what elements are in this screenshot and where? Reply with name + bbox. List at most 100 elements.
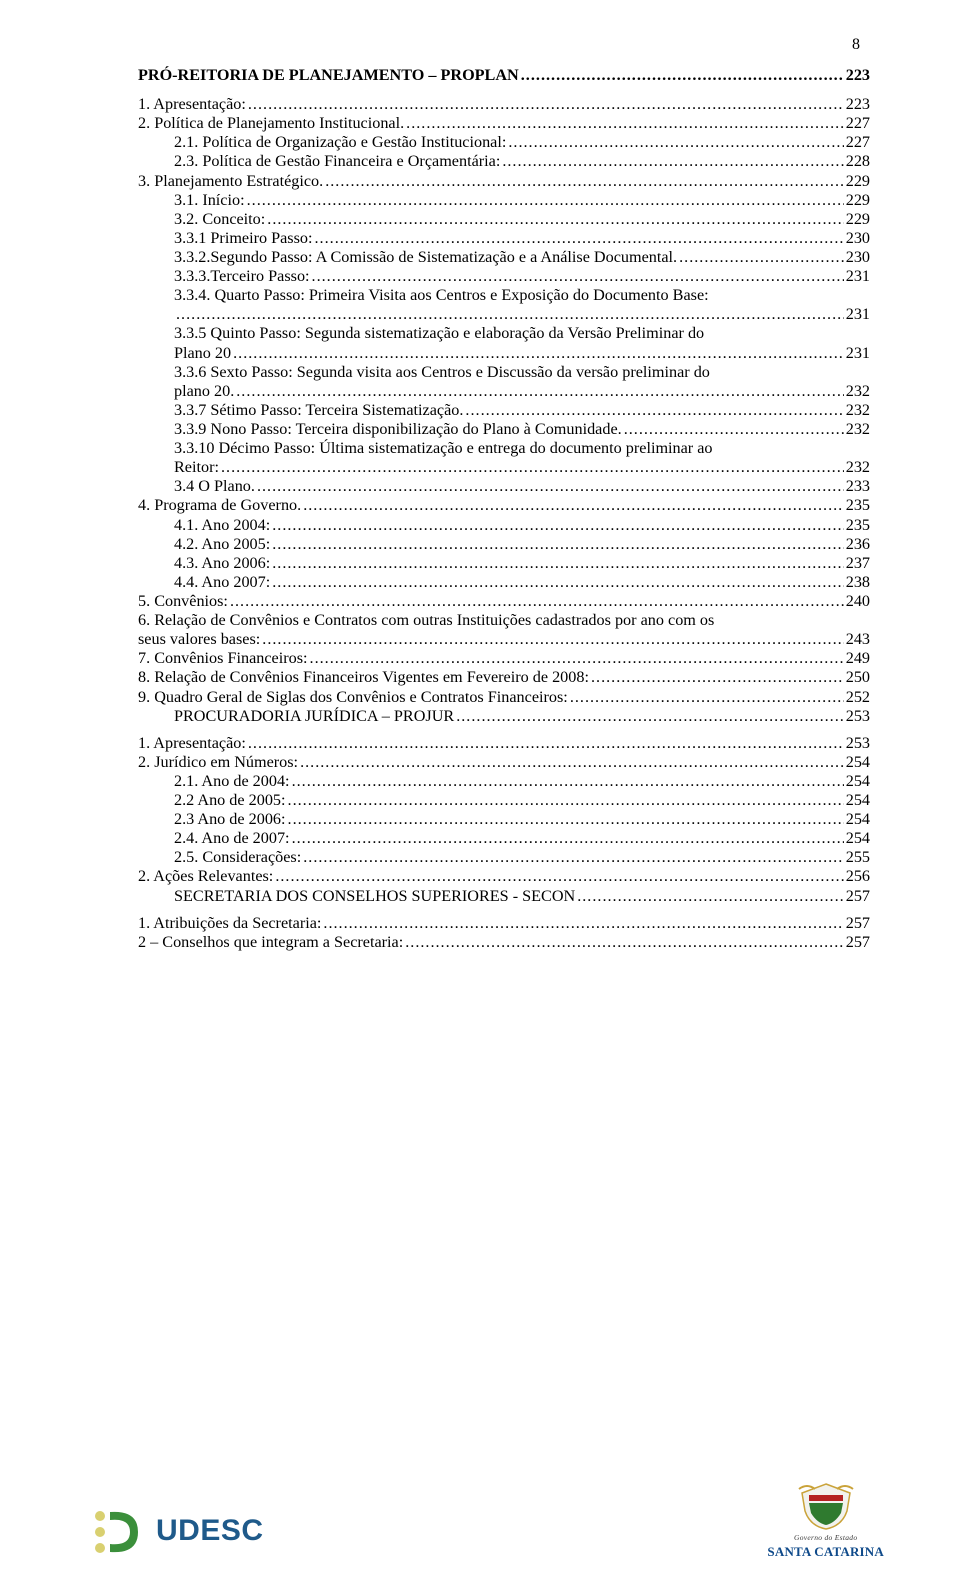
- toc-page: 253: [846, 707, 870, 726]
- toc-line: 3.3.2.Segundo Passo: A Comissão de Siste…: [112, 248, 870, 267]
- toc-page: 227: [846, 133, 870, 152]
- toc-leader: [272, 573, 843, 592]
- toc-label: 6. Relação de Convênios e Contratos com …: [138, 611, 714, 629]
- toc-line: 3.3.5 Quinto Passo: Segunda sistematizaç…: [112, 324, 870, 343]
- toc-leader: [288, 791, 844, 810]
- toc-page: 232: [846, 420, 870, 439]
- toc-page: 231: [846, 267, 870, 286]
- toc-leader: [303, 848, 843, 867]
- toc-leader: [315, 229, 844, 248]
- toc-label: seus valores bases:: [138, 630, 260, 649]
- toc-line: 3.3.6 Sexto Passo: Segunda visita aos Ce…: [112, 363, 870, 382]
- toc-label: 3.3.3.Terceiro Passo:: [174, 267, 310, 286]
- toc-line: 3.3.4. Quarto Passo: Primeira Visita aos…: [112, 286, 870, 305]
- toc-label: 4.1. Ano 2004:: [174, 516, 270, 535]
- toc-line: seus valores bases:243: [112, 630, 870, 649]
- toc-line: 7. Convênios Financeiros:249: [112, 649, 870, 668]
- toc-label: 3.3.6 Sexto Passo: Segunda visita aos Ce…: [174, 363, 710, 381]
- toc-line: Plano 20231: [112, 344, 870, 363]
- toc-line: 3.3.1 Primeiro Passo:230: [112, 229, 870, 248]
- toc-line: 2.3. Política de Gestão Financeira e Orç…: [112, 152, 870, 171]
- toc-leader: [292, 772, 844, 791]
- toc-leader: [508, 133, 843, 152]
- toc-label: SECRETARIA DOS CONSELHOS SUPERIORES - SE…: [174, 887, 575, 906]
- toc-label: 4.4. Ano 2007:: [174, 573, 270, 592]
- toc-label: 4.2. Ano 2005:: [174, 535, 270, 554]
- santa-catarina-logo: Governo do Estado SANTA CATARINA: [767, 1481, 884, 1560]
- toc-leader: [233, 344, 844, 363]
- toc-line: 2.1. Política de Organização e Gestão In…: [112, 133, 870, 152]
- toc-leader: [325, 172, 844, 191]
- toc-label: 2.3 Ano de 2006:: [174, 810, 286, 829]
- toc-line: 4.4. Ano 2007:238: [112, 573, 870, 592]
- toc-label: 9. Quadro Geral de Siglas dos Convênios …: [138, 688, 568, 707]
- toc-content: PRÓ-REITORIA DE PLANEJAMENTO – PROPLAN 2…: [112, 66, 870, 952]
- page-number: 8: [852, 36, 860, 54]
- toc-line: 3. Planejamento Estratégico. 229: [112, 172, 870, 191]
- toc-leader: [679, 248, 844, 267]
- toc-label: PROCURADORIA JURÍDICA – PROJUR: [174, 707, 454, 726]
- toc-label: PRÓ-REITORIA DE PLANEJAMENTO – PROPLAN: [138, 66, 519, 85]
- toc-page: 257: [846, 933, 870, 952]
- toc-leader: [624, 420, 844, 439]
- toc-line: 2. Ações Relevantes:256: [112, 867, 870, 886]
- toc-line: 6. Relação de Convênios e Contratos com …: [112, 611, 870, 630]
- toc-leader: [221, 458, 844, 477]
- toc-leader: [257, 477, 844, 496]
- toc-page: 229: [846, 191, 870, 210]
- toc-line: 3.3.10 Décimo Passo: Última sistematizaç…: [112, 439, 870, 458]
- toc-leader: [272, 516, 843, 535]
- toc-line: 1. Apresentação:223: [112, 95, 870, 114]
- toc-leader: [310, 649, 844, 668]
- toc-line: 1. Atribuições da Secretaria:257: [112, 914, 870, 933]
- toc-label: 8. Relação de Convênios Financeiros Vige…: [138, 668, 589, 687]
- toc-line: 3.4 O Plano.233: [112, 477, 870, 496]
- udesc-logo: UDESC: [88, 1502, 264, 1560]
- sc-tagline: Governo do Estado: [794, 1533, 857, 1542]
- toc-label: 3.3.2.Segundo Passo: A Comissão de Siste…: [174, 248, 677, 267]
- toc-leader: [272, 554, 843, 573]
- toc-page: 232: [846, 382, 870, 401]
- toc-label: 7. Convênios Financeiros:: [138, 649, 308, 668]
- toc-line: 2. Política de Planejamento Instituciona…: [112, 114, 870, 133]
- toc-label: 3.3.4. Quarto Passo: Primeira Visita aos…: [174, 286, 709, 304]
- toc-label: 3.3.5 Quinto Passo: Segunda sistematizaç…: [174, 324, 704, 342]
- toc-label: 3.3.10 Décimo Passo: Última sistematizaç…: [174, 439, 713, 457]
- toc-leader: [502, 152, 843, 171]
- toc-label: Reitor:: [174, 458, 219, 477]
- toc-page: 255: [846, 848, 870, 867]
- toc-line: 8. Relação de Convênios Financeiros Vige…: [112, 668, 870, 687]
- toc-label: 3. Planejamento Estratégico.: [138, 172, 323, 191]
- toc-page: 229: [846, 172, 870, 191]
- toc-page: 235: [846, 516, 870, 535]
- toc-leader: [312, 267, 844, 286]
- toc-page: 254: [846, 791, 870, 810]
- toc-line: 2.4. Ano de 2007:254: [112, 829, 870, 848]
- toc-page: 237: [846, 554, 870, 573]
- toc-label: 3.2. Conceito:: [174, 210, 265, 229]
- toc-page: 254: [846, 772, 870, 791]
- toc-page: 256: [846, 867, 870, 886]
- toc-label: 2.3. Política de Gestão Financeira e Orç…: [174, 152, 500, 171]
- toc-page: 254: [846, 829, 870, 848]
- toc-label: 3.1. Início:: [174, 191, 245, 210]
- toc-leader: [236, 382, 843, 401]
- toc-label: 2.1. Política de Organização e Gestão In…: [174, 133, 506, 152]
- toc-page: 233: [846, 477, 870, 496]
- toc-page: 254: [846, 810, 870, 829]
- toc-leader: [323, 914, 843, 933]
- toc-line: 4.1. Ano 2004: 235: [112, 516, 870, 535]
- toc-label: 2.5. Considerações:: [174, 848, 301, 867]
- toc-page: 232: [846, 458, 870, 477]
- toc-leader: [275, 867, 843, 886]
- toc-line: plano 20.232: [112, 382, 870, 401]
- toc-line: 2. Jurídico em Números:254: [112, 753, 870, 772]
- page-footer: UDESC Governo do Estado SANTA CATARINA: [88, 1470, 884, 1560]
- toc-leader: [262, 630, 843, 649]
- toc-line: 1. Apresentação:253: [112, 734, 870, 753]
- toc-line: 4.2. Ano 2005:236: [112, 535, 870, 554]
- toc-line: 5. Convênios:240: [112, 592, 870, 611]
- toc-line: 231: [112, 305, 870, 324]
- toc-page: 231: [846, 344, 870, 363]
- toc-page: 230: [846, 248, 870, 267]
